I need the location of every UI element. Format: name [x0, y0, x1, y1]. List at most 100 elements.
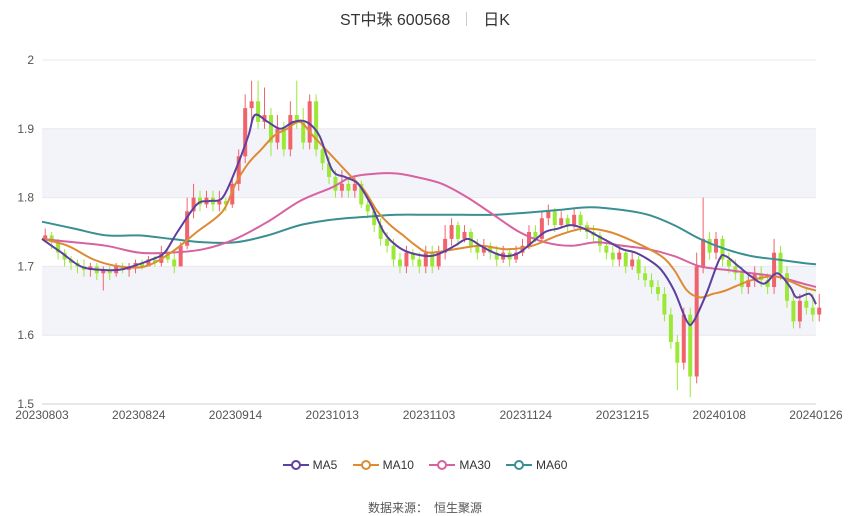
y-tick-label: 1.6 — [17, 328, 34, 342]
legend-label-ma10: MA10 — [382, 458, 414, 472]
candle-down — [327, 163, 332, 177]
candle-down — [56, 242, 61, 253]
candle-down — [223, 201, 228, 205]
candle-up — [423, 252, 428, 267]
legend-item-ma10[interactable]: MA10 — [352, 458, 414, 472]
candle-down — [643, 273, 648, 281]
candle-down — [301, 121, 306, 143]
candle-down — [791, 300, 796, 322]
candle-down — [268, 115, 273, 143]
candle-down — [372, 211, 377, 226]
candle-up — [617, 252, 622, 260]
candle-down — [720, 238, 725, 260]
candle-up — [43, 235, 48, 239]
data-source: 数据来源： 恒生聚源 — [0, 499, 850, 516]
candle-down — [139, 262, 144, 267]
candle-down — [636, 259, 641, 274]
chart-title: ST中珠 600568 日K — [0, 6, 850, 30]
candle-down — [152, 259, 157, 263]
candle-up — [217, 201, 222, 205]
candle-down — [256, 101, 261, 122]
candle-down — [294, 115, 299, 122]
ma60-line — [41, 206, 817, 266]
candle-down — [597, 235, 602, 246]
candle-down — [778, 252, 783, 274]
y-tick-label: 1.9 — [17, 122, 34, 136]
candle-up — [178, 245, 183, 267]
candle-up — [236, 156, 241, 184]
candle-down — [649, 280, 654, 288]
candle-down — [804, 300, 809, 308]
y-tick-label: 1.7 — [17, 259, 34, 273]
candle-up — [701, 238, 706, 267]
candle-up — [185, 211, 190, 246]
source-name: 恒生聚源 — [434, 501, 483, 515]
candle-down — [120, 266, 125, 270]
candle-down — [552, 211, 557, 226]
candle-down — [610, 252, 615, 260]
legend-label-ma30: MA30 — [459, 458, 491, 472]
x-tick-label: 20231215 — [596, 408, 650, 422]
candle-down — [417, 259, 422, 267]
candle-up — [404, 252, 409, 267]
candle-down — [707, 238, 712, 253]
candle-up — [546, 211, 551, 219]
candle-down — [456, 225, 461, 239]
legend-label-ma60: MA60 — [536, 458, 568, 472]
x-tick-label: 20240108 — [693, 408, 747, 422]
source-label: 数据来源： — [367, 501, 428, 515]
x-tick-label: 20230914 — [209, 408, 263, 422]
legend-item-ma5[interactable]: MA5 — [282, 458, 338, 472]
candle-down — [784, 273, 789, 301]
candle-up — [694, 266, 699, 377]
candle-up — [681, 314, 686, 363]
candle-up — [339, 183, 344, 191]
candle-down — [662, 293, 667, 315]
candle-up — [817, 307, 822, 315]
ma5-legend-icon — [282, 460, 309, 470]
candle-down — [604, 245, 609, 253]
x-tick-label: 20230824 — [112, 408, 166, 422]
ma10-line — [41, 120, 817, 299]
ma5-line — [41, 113, 817, 327]
candle-up — [249, 101, 254, 109]
candle-down — [333, 176, 338, 191]
candle-down — [359, 183, 364, 205]
candle-up — [288, 115, 293, 150]
candle-down — [533, 232, 538, 239]
candle-down — [107, 269, 112, 274]
candle-up — [146, 259, 151, 267]
candle-up — [526, 232, 531, 246]
candle-down — [198, 197, 203, 205]
legend-label-ma5: MA5 — [312, 458, 338, 472]
ma10-legend-icon — [352, 460, 379, 470]
y-tick-label: 1.5 — [17, 397, 34, 411]
candle-down — [165, 252, 170, 260]
y-tick-label: 1.8 — [17, 191, 34, 205]
candle-down — [726, 259, 731, 267]
candle-up — [572, 214, 577, 226]
candle-up — [797, 300, 802, 322]
candle-down — [810, 307, 815, 315]
ma30-line — [41, 172, 817, 288]
candle-down — [688, 314, 693, 377]
candle-up — [230, 183, 235, 205]
candle-down — [475, 245, 480, 253]
legend-item-ma30[interactable]: MA30 — [429, 458, 491, 472]
candle-down — [733, 266, 738, 274]
candle-down — [49, 235, 54, 243]
grid-band — [42, 266, 816, 336]
candle-down — [346, 183, 351, 191]
x-tick-label: 20240126 — [789, 408, 843, 422]
x-tick-label: 20230803 — [15, 408, 69, 422]
grid-band — [42, 128, 816, 198]
candle-down — [675, 342, 680, 363]
x-tick-label: 20231124 — [500, 408, 553, 422]
candle-down — [281, 128, 286, 150]
candle-up — [243, 108, 248, 157]
candle-down — [578, 214, 583, 226]
chart-legend: MA5 MA10 MA30 MA60 — [0, 458, 850, 474]
legend-item-ma60[interactable]: MA60 — [506, 458, 567, 472]
candle-down — [320, 149, 325, 164]
x-tick-label: 20231103 — [403, 408, 456, 422]
